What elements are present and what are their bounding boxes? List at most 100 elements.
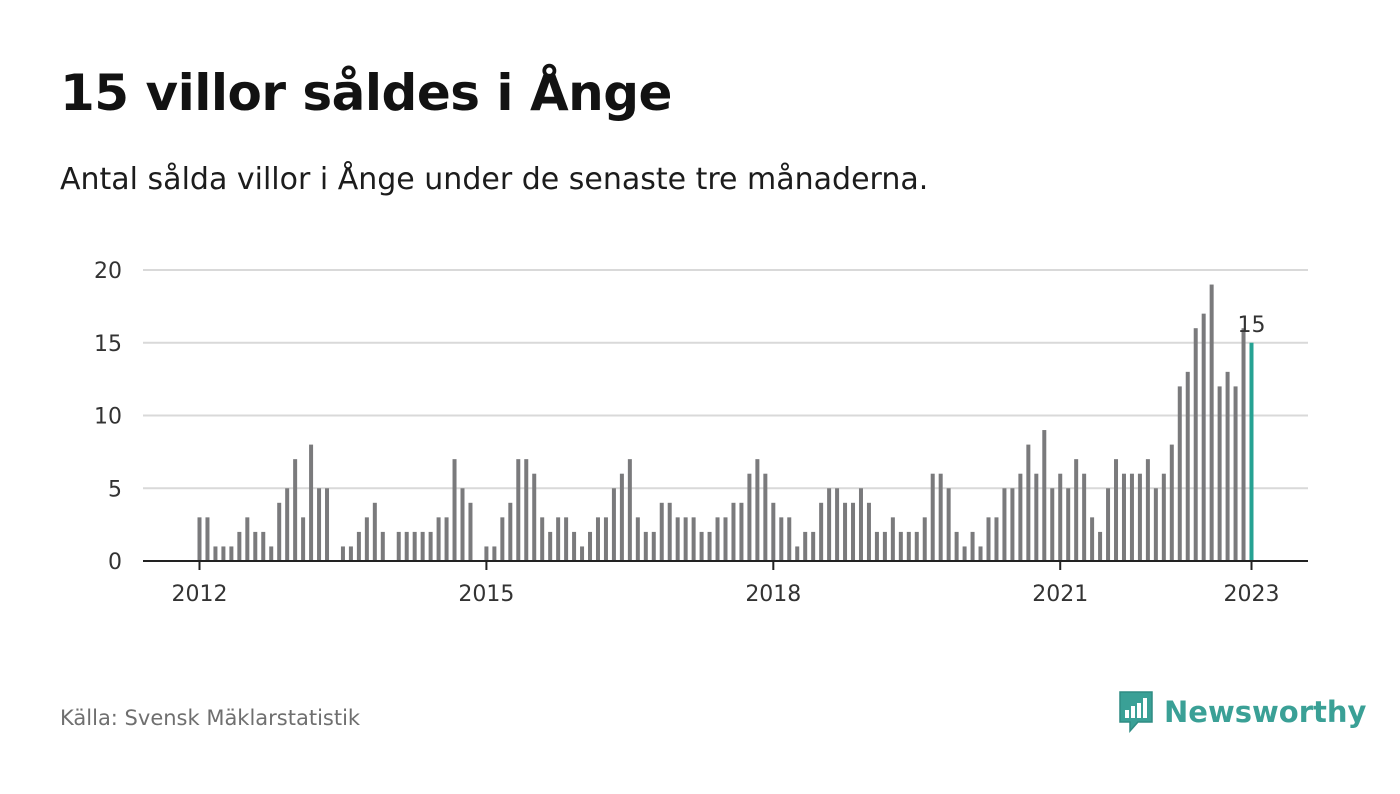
bar bbox=[1129, 473, 1134, 561]
bar bbox=[1034, 473, 1039, 561]
bar bbox=[994, 517, 999, 561]
bar bbox=[1201, 313, 1206, 561]
bar bbox=[205, 517, 210, 561]
bar bbox=[811, 531, 816, 561]
bar bbox=[1042, 430, 1047, 561]
x-tick-label: 2018 bbox=[745, 582, 801, 607]
bar bbox=[1050, 488, 1055, 561]
x-tick-label: 2023 bbox=[1224, 582, 1280, 607]
bar bbox=[293, 459, 298, 561]
bar bbox=[731, 502, 736, 561]
highlight-bar bbox=[1249, 342, 1254, 561]
bar bbox=[237, 531, 242, 561]
bar bbox=[253, 531, 258, 561]
chart-title: 15 villor såldes i Ånge bbox=[60, 64, 672, 122]
bar bbox=[1233, 386, 1238, 561]
bar bbox=[380, 531, 385, 561]
bar bbox=[723, 517, 728, 561]
bar bbox=[851, 502, 856, 561]
bar bbox=[1058, 473, 1063, 561]
bar bbox=[532, 473, 537, 561]
bar bbox=[675, 517, 680, 561]
gridlines bbox=[143, 269, 1308, 490]
bar bbox=[795, 546, 800, 561]
bar bbox=[986, 517, 991, 561]
bar bbox=[898, 531, 903, 561]
labels: 0 5 10 15 20 2012 2015 2018 2021 2023 15 bbox=[94, 259, 1280, 607]
bar bbox=[755, 459, 760, 561]
bar bbox=[691, 517, 696, 561]
bar bbox=[611, 488, 616, 561]
bar bbox=[564, 517, 569, 561]
bar bbox=[1241, 328, 1246, 561]
bar bbox=[309, 444, 314, 561]
bar bbox=[595, 517, 600, 561]
bar bbox=[683, 517, 688, 561]
bar bbox=[460, 488, 465, 561]
bar bbox=[635, 517, 640, 561]
bar bbox=[787, 517, 792, 561]
bar bbox=[277, 502, 282, 561]
bar bbox=[930, 473, 935, 561]
y-tick-label: 20 bbox=[94, 259, 122, 284]
bar bbox=[500, 517, 505, 561]
bar bbox=[1114, 459, 1119, 561]
y-tick-label: 5 bbox=[108, 477, 122, 502]
bar bbox=[835, 488, 840, 561]
bar bbox=[803, 531, 808, 561]
bar bbox=[524, 459, 529, 561]
bar bbox=[747, 473, 752, 561]
bar bbox=[404, 531, 409, 561]
bar bbox=[1098, 531, 1103, 561]
bar bbox=[213, 546, 218, 561]
bar bbox=[1106, 488, 1111, 561]
bar bbox=[229, 546, 234, 561]
bar bbox=[890, 517, 895, 561]
bar bbox=[715, 517, 720, 561]
axes bbox=[143, 560, 1308, 570]
bar bbox=[412, 531, 417, 561]
bar bbox=[1121, 473, 1126, 561]
bar bbox=[667, 502, 672, 561]
bar bbox=[962, 546, 967, 561]
bar bbox=[1225, 371, 1230, 561]
bar bbox=[771, 502, 776, 561]
bar bbox=[269, 546, 274, 561]
bar bbox=[819, 502, 824, 561]
bar bbox=[1161, 473, 1166, 561]
bar bbox=[484, 546, 489, 561]
bar bbox=[707, 531, 712, 561]
bar bbox=[1193, 328, 1198, 561]
bar bbox=[348, 546, 353, 561]
bar bbox=[492, 546, 497, 561]
bar bbox=[1066, 488, 1071, 561]
bar bbox=[1177, 386, 1182, 561]
bar bbox=[1185, 371, 1190, 561]
bar bbox=[651, 531, 656, 561]
bar bbox=[444, 517, 449, 561]
bar bbox=[221, 546, 226, 561]
bar bbox=[372, 502, 377, 561]
bar bbox=[1169, 444, 1174, 561]
bar bbox=[619, 473, 624, 561]
bar bbox=[1153, 488, 1158, 561]
bar bbox=[356, 531, 361, 561]
bar bbox=[866, 502, 871, 561]
bar bbox=[779, 517, 784, 561]
source-note: Källa: Svensk Mäklarstatistik bbox=[60, 706, 361, 730]
bar bbox=[1026, 444, 1031, 561]
bar bbox=[659, 502, 664, 561]
bar bbox=[906, 531, 911, 561]
bar bbox=[197, 517, 202, 561]
bar bbox=[1090, 517, 1095, 561]
bar bbox=[420, 531, 425, 561]
bar bbox=[301, 517, 306, 561]
bar bbox=[468, 502, 473, 561]
bar bbox=[603, 517, 608, 561]
y-tick-label: 0 bbox=[108, 550, 122, 575]
bar bbox=[946, 488, 951, 561]
bar-chart-speech-bubble-icon bbox=[1119, 691, 1153, 733]
bar bbox=[627, 459, 632, 561]
chart-subtitle: Antal sålda villor i Ånge under de senas… bbox=[60, 162, 929, 197]
bar bbox=[436, 517, 441, 561]
